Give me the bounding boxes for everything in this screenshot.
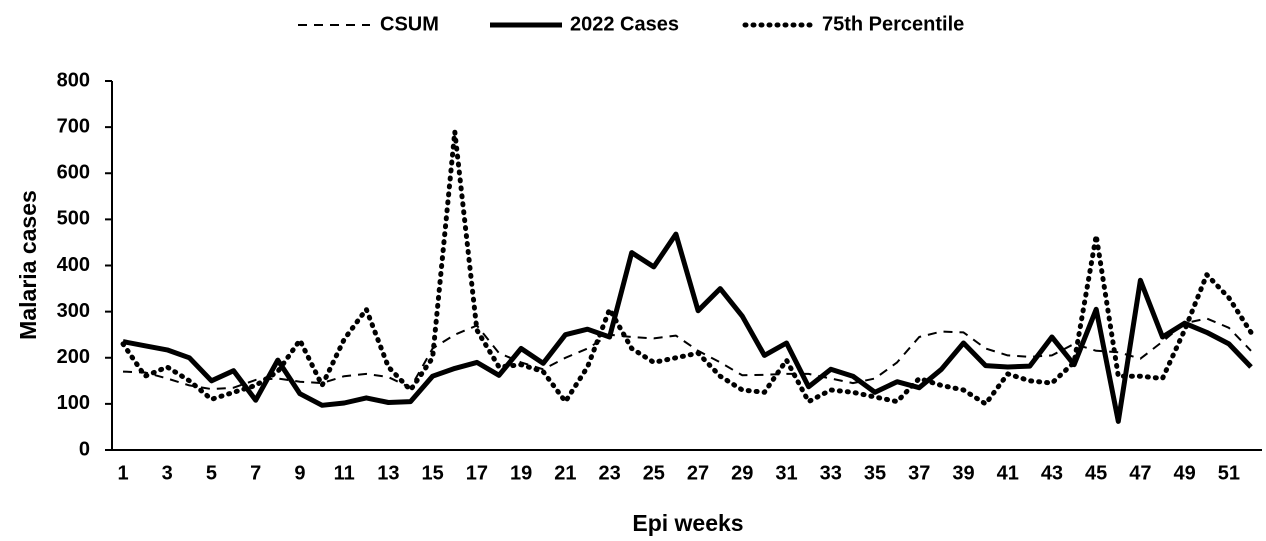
y-tick-label: 500 [57,208,90,230]
y-tick-label: 400 [57,254,90,276]
x-axis-label: Epi weeks [632,510,743,536]
y-tick-label: 800 [57,69,90,91]
x-tick-label: 33 [820,462,842,484]
x-tick-label: 31 [775,462,797,484]
x-tick-label: 13 [377,462,399,484]
x-tick-label: 19 [510,462,532,484]
series-line [122,317,1252,391]
x-tick-label: 27 [687,462,709,484]
x-tick-label: 35 [864,462,886,484]
legend-label: CSUM [380,13,439,35]
x-tick-label: 43 [1041,462,1063,484]
x-tick-label: 37 [908,462,930,484]
x-tick-label: 47 [1129,462,1151,484]
y-tick-label: 0 [79,438,90,460]
legend-label: 75th Percentile [822,13,964,35]
x-tick-label: 17 [466,462,488,484]
x-tick-label: 9 [294,462,305,484]
legend-label: 2022 Cases [570,13,679,35]
series-line [120,129,1254,407]
x-tick-label: 1 [117,462,128,484]
x-tick-label: 41 [997,462,1019,484]
x-tick-label: 45 [1085,462,1107,484]
x-tick-label: 23 [598,462,620,484]
y-tick-label: 300 [57,300,90,322]
x-tick-label: 5 [206,462,217,484]
y-tick-label: 700 [57,115,90,137]
x-tick-label: 7 [250,462,261,484]
y-tick-label: 600 [57,162,90,184]
y-axis-label: Malaria cases [15,190,41,340]
x-tick-label: 29 [731,462,753,484]
x-tick-label: 15 [422,462,444,484]
x-tick-label: 39 [952,462,974,484]
x-tick-label: 51 [1218,462,1240,484]
x-tick-label: 21 [554,462,576,484]
x-tick-label: 25 [643,462,665,484]
y-tick-label: 100 [57,392,90,414]
series-line [122,231,1253,424]
x-tick-label: 49 [1174,462,1196,484]
x-tick-label: 11 [334,462,355,484]
y-tick-label: 200 [57,346,90,368]
x-tick-label: 3 [162,462,173,484]
